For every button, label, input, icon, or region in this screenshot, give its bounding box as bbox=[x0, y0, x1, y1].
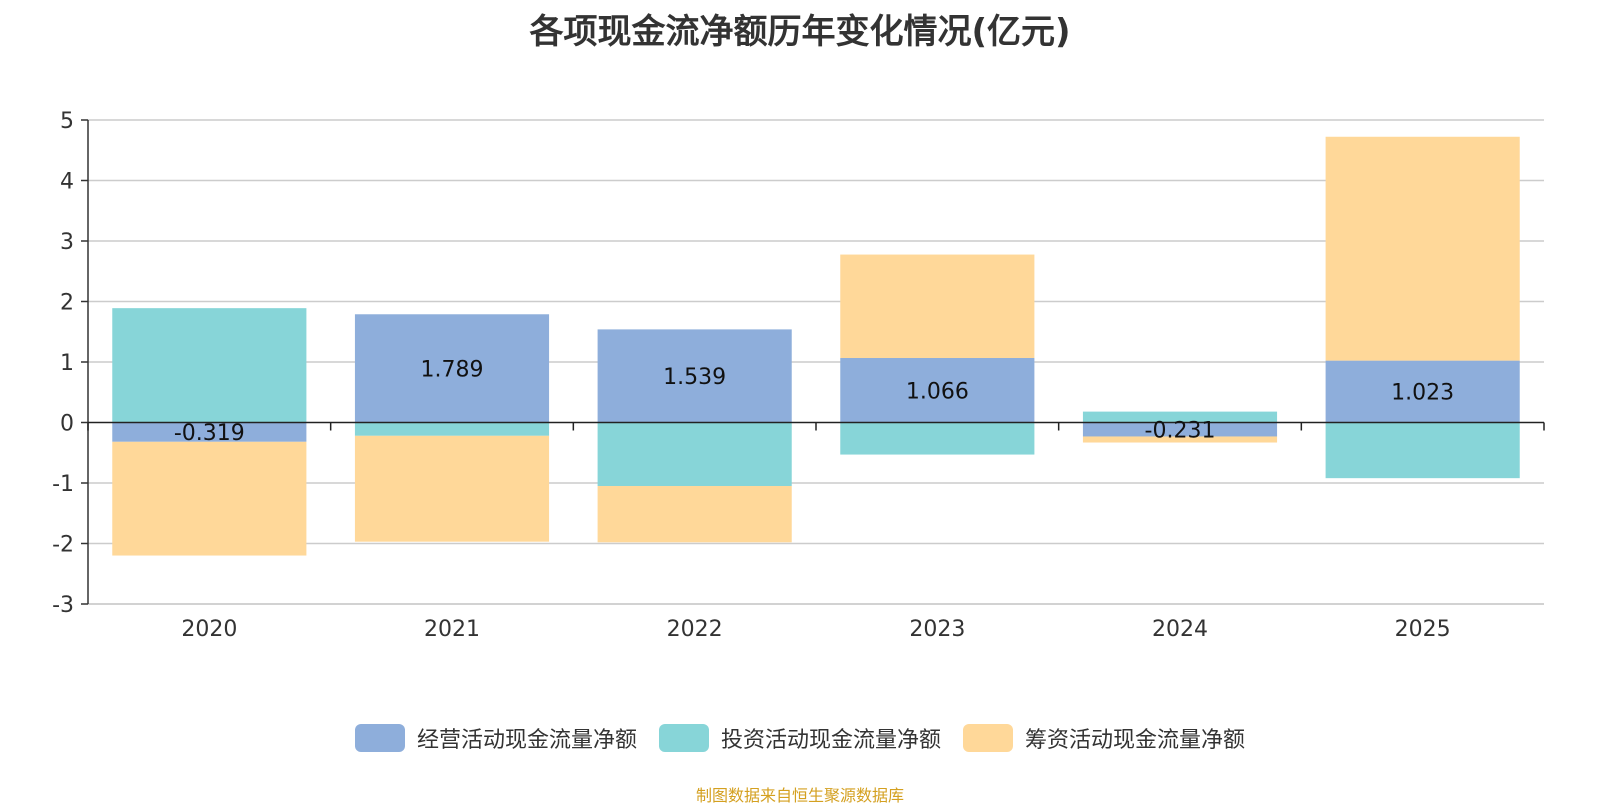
data-label: 1.539 bbox=[663, 365, 726, 390]
bar bbox=[1325, 360, 1520, 423]
legend-item[interactable]: 经营活动现金流量净额 bbox=[354, 722, 637, 754]
bar bbox=[112, 308, 307, 423]
bar bbox=[597, 422, 792, 487]
y-tick-label: 2 bbox=[60, 291, 74, 316]
x-tick-label: 2025 bbox=[1395, 617, 1451, 642]
x-tick-label: 2024 bbox=[1152, 617, 1208, 642]
y-tick-label: 5 bbox=[60, 109, 74, 134]
y-tick-label: -3 bbox=[52, 593, 74, 618]
legend-swatch bbox=[354, 724, 405, 752]
y-tick-label: -2 bbox=[52, 533, 74, 558]
legend-label: 筹资活动现金流量净额 bbox=[1025, 728, 1246, 753]
data-label: 1.066 bbox=[906, 379, 969, 404]
bar bbox=[597, 486, 792, 543]
y-tick-label: -1 bbox=[52, 472, 74, 497]
legend-swatch bbox=[963, 724, 1013, 752]
legend-label: 投资活动现金流量净额 bbox=[720, 728, 941, 753]
bar bbox=[1082, 422, 1278, 437]
y-tick-label: 3 bbox=[60, 230, 74, 255]
bar bbox=[1082, 436, 1278, 443]
data-label: 1.789 bbox=[421, 357, 484, 382]
bar bbox=[112, 422, 307, 442]
data-label: 1.023 bbox=[1391, 381, 1454, 406]
bar bbox=[1325, 422, 1520, 479]
y-tick-label: 1 bbox=[60, 351, 74, 376]
bar bbox=[354, 422, 550, 436]
x-tick-label: 2023 bbox=[909, 617, 965, 642]
legend-label: 经营活动现金流量净额 bbox=[416, 728, 637, 753]
legend-swatch bbox=[658, 724, 709, 752]
y-tick-label: 4 bbox=[60, 170, 74, 195]
bar bbox=[840, 422, 1035, 455]
bar bbox=[354, 314, 550, 423]
x-tick-label: 2021 bbox=[424, 617, 480, 642]
bar bbox=[1082, 411, 1278, 423]
x-tick-label: 2020 bbox=[181, 617, 237, 642]
data-label: -0.319 bbox=[174, 421, 245, 446]
bar bbox=[1325, 136, 1520, 361]
chart-title: 各项现金流净额历年变化情况(亿元) bbox=[529, 12, 1071, 52]
bar bbox=[840, 358, 1035, 423]
bar bbox=[840, 254, 1035, 359]
legend-item[interactable]: 投资活动现金流量净额 bbox=[658, 722, 941, 754]
bar bbox=[597, 329, 792, 423]
legend-item[interactable]: 筹资活动现金流量净额 bbox=[963, 722, 1245, 754]
x-tick-label: 2022 bbox=[667, 617, 723, 642]
y-tick-label: 0 bbox=[60, 412, 74, 437]
source-note: 制图数据来自恒生聚源数据库 bbox=[695, 786, 904, 805]
data-label: -0.231 bbox=[1145, 418, 1216, 443]
bar bbox=[354, 435, 550, 542]
bar bbox=[112, 441, 307, 556]
legend: 经营活动现金流量净额 投资活动现金流量净额 筹资活动现金流量净额 bbox=[0, 722, 1600, 754]
